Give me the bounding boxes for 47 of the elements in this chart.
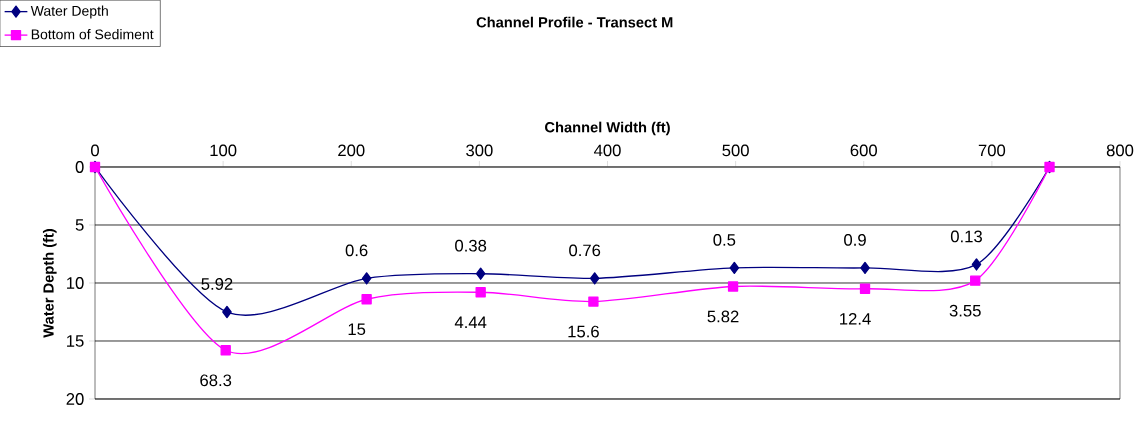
point (222, 305, 232, 319)
annotation: 0.13 (950, 230, 982, 243)
y-tick-label: 0 (75, 161, 84, 173)
annotation: 5.92 (201, 278, 233, 290)
annotation: 15.6 (568, 325, 599, 338)
point (729, 261, 740, 275)
x-tick-label: 0 (91, 144, 99, 157)
x-tick-label: 700 (978, 144, 1006, 157)
x-tick-label: 600 (850, 144, 877, 157)
annotation: 0.76 (569, 244, 601, 257)
legend-label: Bottom of Sediment (31, 29, 154, 40)
x-tick-label: 500 (722, 144, 749, 157)
x-tick-label: 800 (1106, 144, 1134, 157)
x-axis-title: Channel Width (ft) (545, 121, 670, 136)
point (220, 345, 231, 356)
annotation: 4.44 (454, 316, 487, 328)
x-tick-label: 200 (338, 144, 365, 157)
x-tick-label: 300 (466, 144, 493, 157)
x-tick-label: 400 (593, 144, 621, 157)
point (860, 261, 870, 275)
point (475, 267, 486, 280)
chart-title: Channel Profile - Transect M (476, 16, 673, 28)
point (588, 296, 599, 307)
point (727, 281, 739, 292)
y-tick-label: 15 (67, 335, 84, 347)
point (859, 283, 871, 294)
point (361, 272, 372, 285)
y-tick-label: 10 (67, 277, 84, 289)
point (971, 258, 982, 271)
point (970, 275, 981, 286)
annotation: 3.55 (949, 304, 981, 317)
annotation: 0.9 (844, 234, 866, 246)
annotation: 12.4 (840, 312, 871, 325)
annotation: 15 (348, 323, 366, 336)
point (589, 272, 600, 285)
y-tick-label: 5 (75, 219, 84, 231)
y-tick-label: 20 (66, 393, 84, 405)
annotation: 0.6 (345, 244, 368, 257)
annotation: 68.3 (200, 374, 232, 387)
annotation: 0.5 (713, 234, 736, 246)
point (361, 294, 372, 305)
legend-label: Water Depth (30, 5, 108, 19)
annotation: 5.82 (707, 310, 739, 323)
x-tick-label: 100 (210, 144, 237, 157)
annotation: 0.38 (455, 239, 487, 252)
y-axis-title: Water Depth (ft) (42, 229, 57, 338)
point (475, 287, 486, 298)
